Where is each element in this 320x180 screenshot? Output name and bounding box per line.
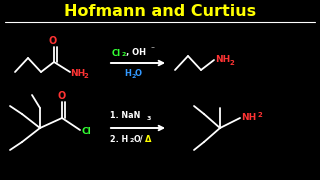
Text: NH: NH [70, 69, 85, 78]
Text: Cl: Cl [112, 48, 121, 57]
Text: O/: O/ [134, 134, 144, 143]
Text: O: O [135, 69, 142, 78]
Text: 2: 2 [122, 53, 126, 57]
Text: 3: 3 [147, 116, 151, 120]
Text: Hofmann and Curtius: Hofmann and Curtius [64, 4, 256, 19]
Text: ⁻: ⁻ [150, 44, 154, 53]
Text: 2. H: 2. H [110, 134, 128, 143]
Text: 2: 2 [83, 73, 88, 79]
Text: 1. NaN: 1. NaN [110, 111, 140, 120]
Text: 2: 2 [258, 112, 263, 118]
Text: H: H [124, 69, 131, 78]
Text: Δ: Δ [145, 134, 151, 143]
Text: 2: 2 [131, 73, 135, 78]
Text: NH: NH [241, 114, 256, 123]
Text: 2: 2 [229, 60, 234, 66]
Text: 2: 2 [130, 138, 134, 143]
Text: O: O [49, 36, 57, 46]
Text: Cl: Cl [81, 127, 91, 136]
Text: O: O [58, 91, 66, 101]
Text: NH: NH [215, 55, 230, 64]
Text: , OH: , OH [126, 48, 146, 57]
